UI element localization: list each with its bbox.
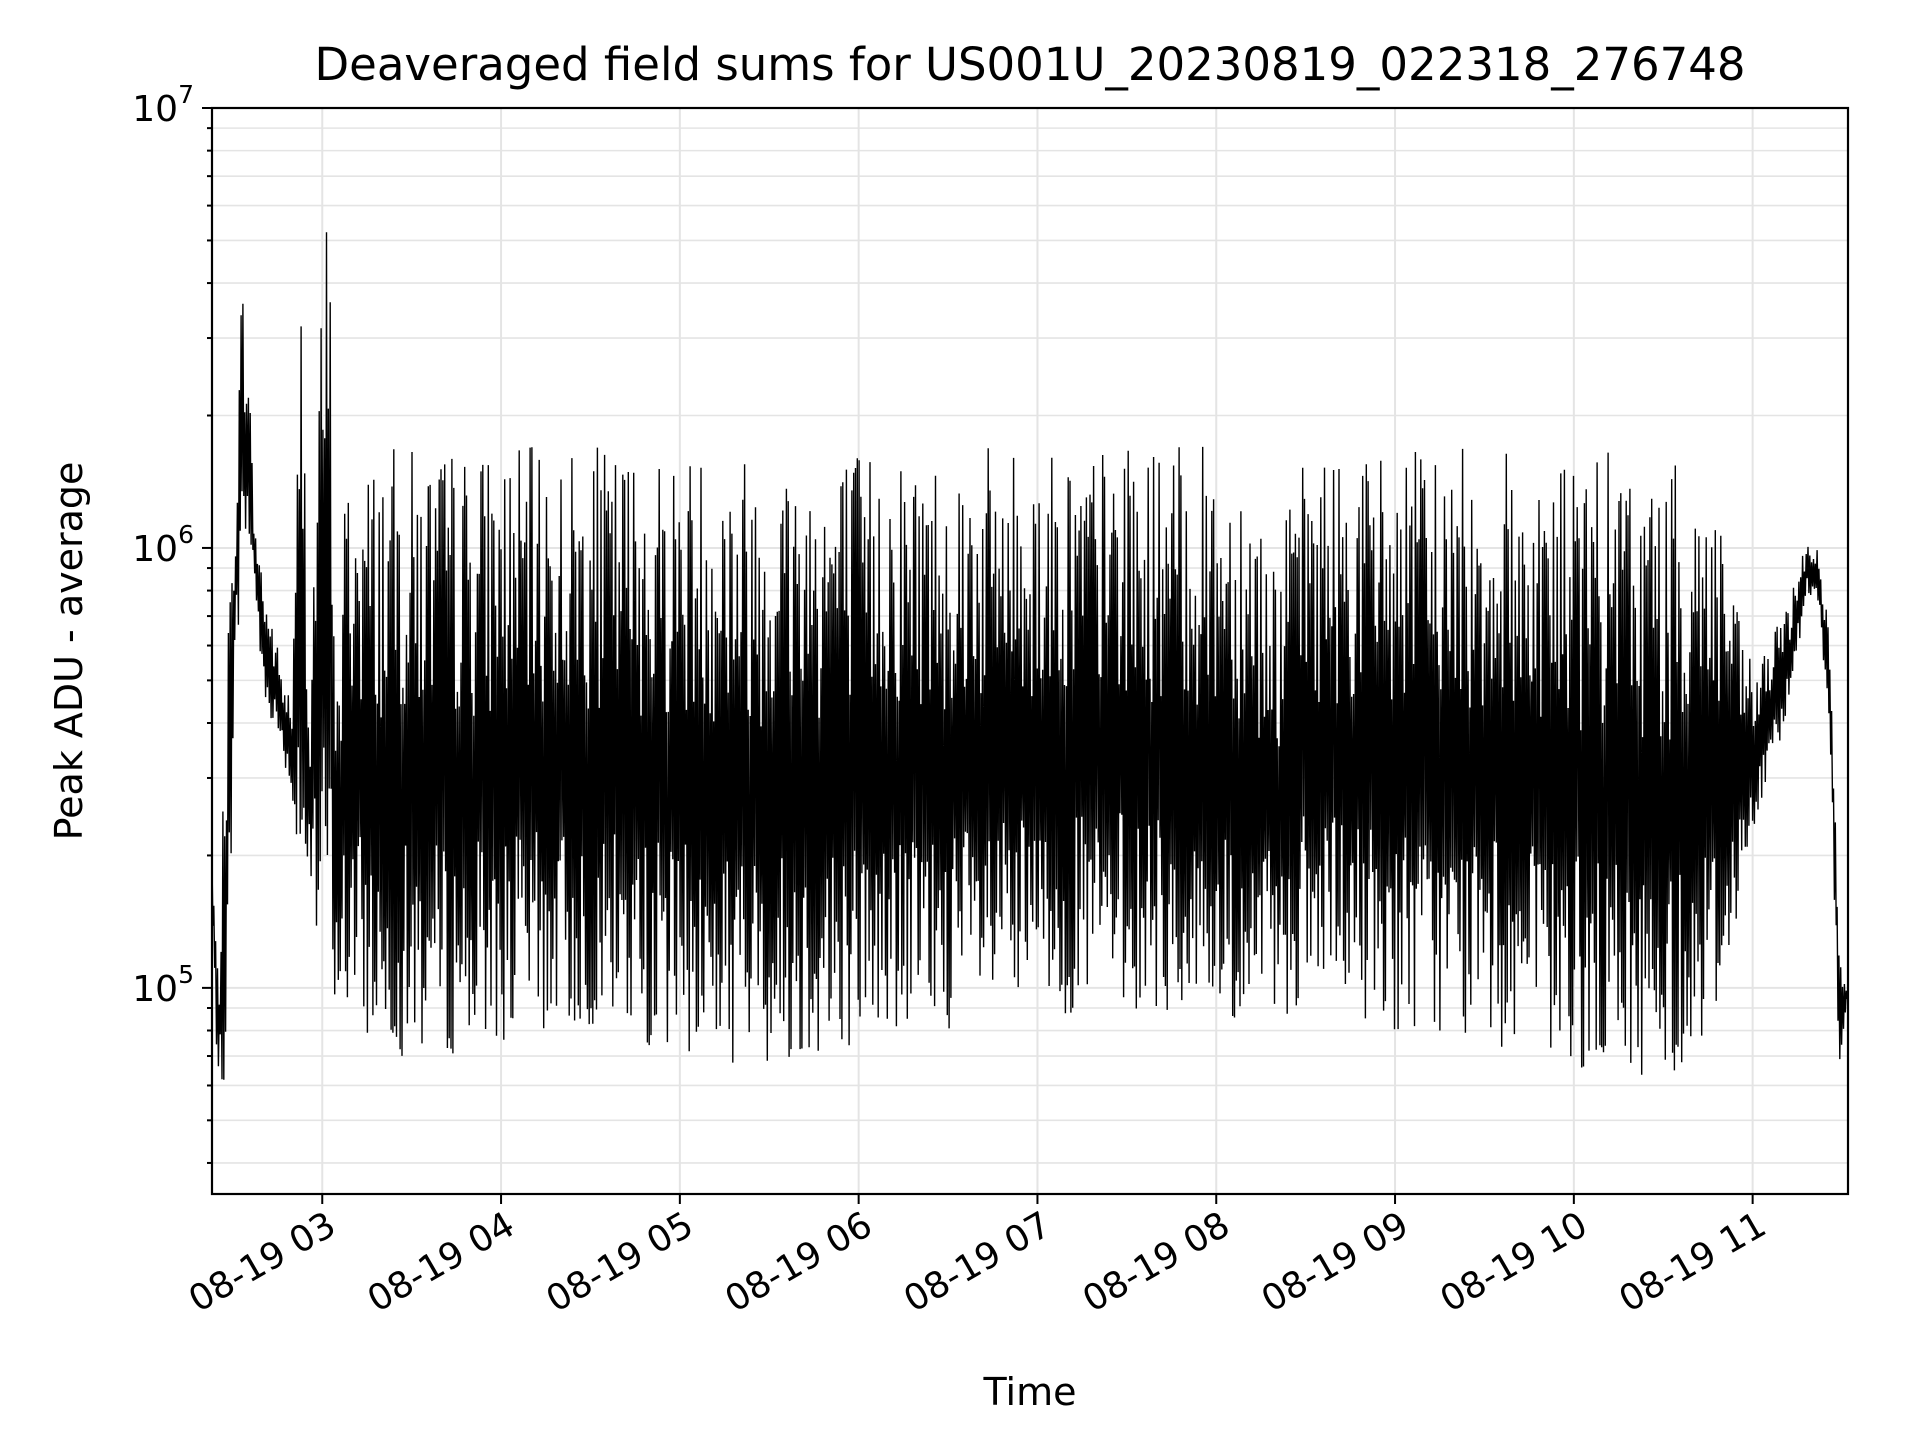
y-tick-label: 107: [132, 80, 194, 130]
chart-title: Deaveraged field sums for US001U_2023081…: [315, 38, 1746, 91]
data-layer: [211, 232, 1849, 1080]
series-line: [211, 232, 1849, 1080]
x-axis-label: Time: [983, 1370, 1077, 1414]
y-tick-label: 105: [132, 960, 194, 1010]
y-tick-label: 106: [132, 520, 194, 570]
y-axis-label: Peak ADU - average: [47, 462, 91, 841]
plot-frame: [210, 106, 1850, 1196]
